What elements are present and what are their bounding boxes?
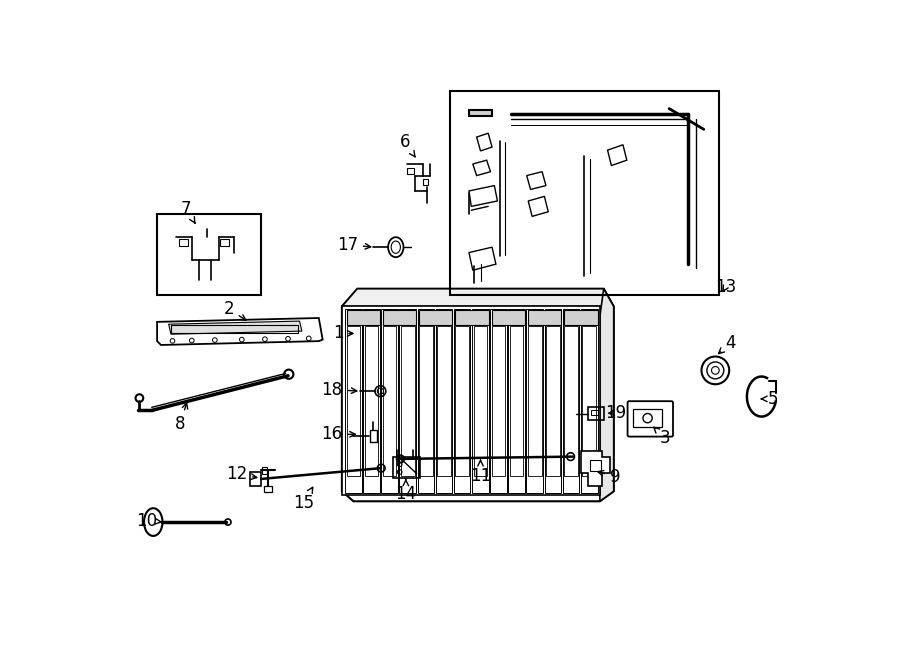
Bar bbox=[371, 430, 376, 442]
Bar bbox=[220, 239, 230, 247]
Bar bbox=[546, 326, 560, 476]
Text: 16: 16 bbox=[321, 425, 356, 444]
Text: 7: 7 bbox=[181, 200, 195, 223]
Bar bbox=[419, 309, 453, 325]
Text: 2: 2 bbox=[223, 300, 246, 320]
Bar bbox=[345, 309, 362, 493]
Bar bbox=[419, 326, 433, 476]
Bar bbox=[508, 309, 525, 493]
Bar bbox=[408, 168, 413, 174]
Polygon shape bbox=[342, 289, 614, 501]
Bar bbox=[588, 407, 605, 420]
Polygon shape bbox=[342, 307, 599, 495]
Bar bbox=[346, 309, 380, 325]
Text: 12: 12 bbox=[226, 465, 256, 483]
Text: 11: 11 bbox=[470, 461, 491, 485]
Bar bbox=[382, 309, 416, 325]
Bar bbox=[262, 467, 267, 473]
Bar bbox=[590, 461, 600, 471]
Bar bbox=[526, 309, 543, 493]
Bar bbox=[455, 326, 469, 476]
Bar bbox=[346, 326, 360, 476]
Text: 3: 3 bbox=[653, 427, 670, 447]
Text: 13: 13 bbox=[715, 278, 736, 296]
Bar bbox=[436, 309, 453, 493]
Bar bbox=[562, 309, 580, 493]
Bar bbox=[171, 325, 298, 332]
Text: 9: 9 bbox=[598, 467, 620, 486]
Polygon shape bbox=[342, 289, 614, 307]
Text: 6: 6 bbox=[400, 134, 415, 157]
Bar bbox=[591, 410, 598, 415]
Bar bbox=[382, 309, 398, 493]
Text: 4: 4 bbox=[718, 334, 736, 354]
Bar bbox=[564, 326, 578, 476]
Text: 17: 17 bbox=[337, 236, 371, 254]
Bar bbox=[491, 326, 505, 476]
Bar bbox=[363, 309, 380, 493]
Text: 14: 14 bbox=[395, 479, 417, 502]
Bar bbox=[364, 326, 378, 476]
Bar bbox=[158, 214, 261, 295]
Polygon shape bbox=[168, 321, 302, 334]
Bar bbox=[423, 179, 428, 185]
Text: 10: 10 bbox=[137, 512, 161, 529]
Bar bbox=[400, 309, 416, 493]
Bar bbox=[264, 486, 272, 492]
Bar bbox=[454, 309, 471, 493]
Bar bbox=[510, 326, 524, 476]
Text: 15: 15 bbox=[292, 487, 314, 512]
Bar bbox=[528, 326, 542, 476]
Bar bbox=[472, 309, 489, 493]
Bar bbox=[249, 472, 261, 486]
Bar bbox=[544, 309, 562, 493]
Polygon shape bbox=[158, 318, 322, 345]
Polygon shape bbox=[580, 451, 610, 486]
Bar bbox=[580, 309, 598, 493]
Bar bbox=[491, 309, 507, 493]
Text: 5: 5 bbox=[761, 390, 778, 408]
Text: 1: 1 bbox=[333, 325, 353, 342]
Text: 19: 19 bbox=[605, 404, 626, 422]
Bar bbox=[528, 309, 562, 325]
Bar bbox=[450, 91, 719, 295]
Bar bbox=[582, 326, 596, 476]
Bar bbox=[633, 409, 662, 428]
Bar bbox=[473, 326, 487, 476]
Bar bbox=[491, 309, 525, 325]
Bar bbox=[455, 309, 489, 325]
Bar bbox=[469, 110, 492, 116]
Bar bbox=[382, 326, 396, 476]
Bar bbox=[401, 326, 415, 476]
Bar bbox=[393, 457, 420, 478]
Text: 18: 18 bbox=[321, 381, 356, 399]
Bar bbox=[564, 309, 598, 325]
Polygon shape bbox=[599, 289, 614, 501]
Bar bbox=[418, 309, 434, 493]
Bar bbox=[179, 239, 188, 247]
FancyBboxPatch shape bbox=[627, 401, 673, 437]
Bar bbox=[437, 326, 451, 476]
Text: 8: 8 bbox=[175, 403, 188, 433]
